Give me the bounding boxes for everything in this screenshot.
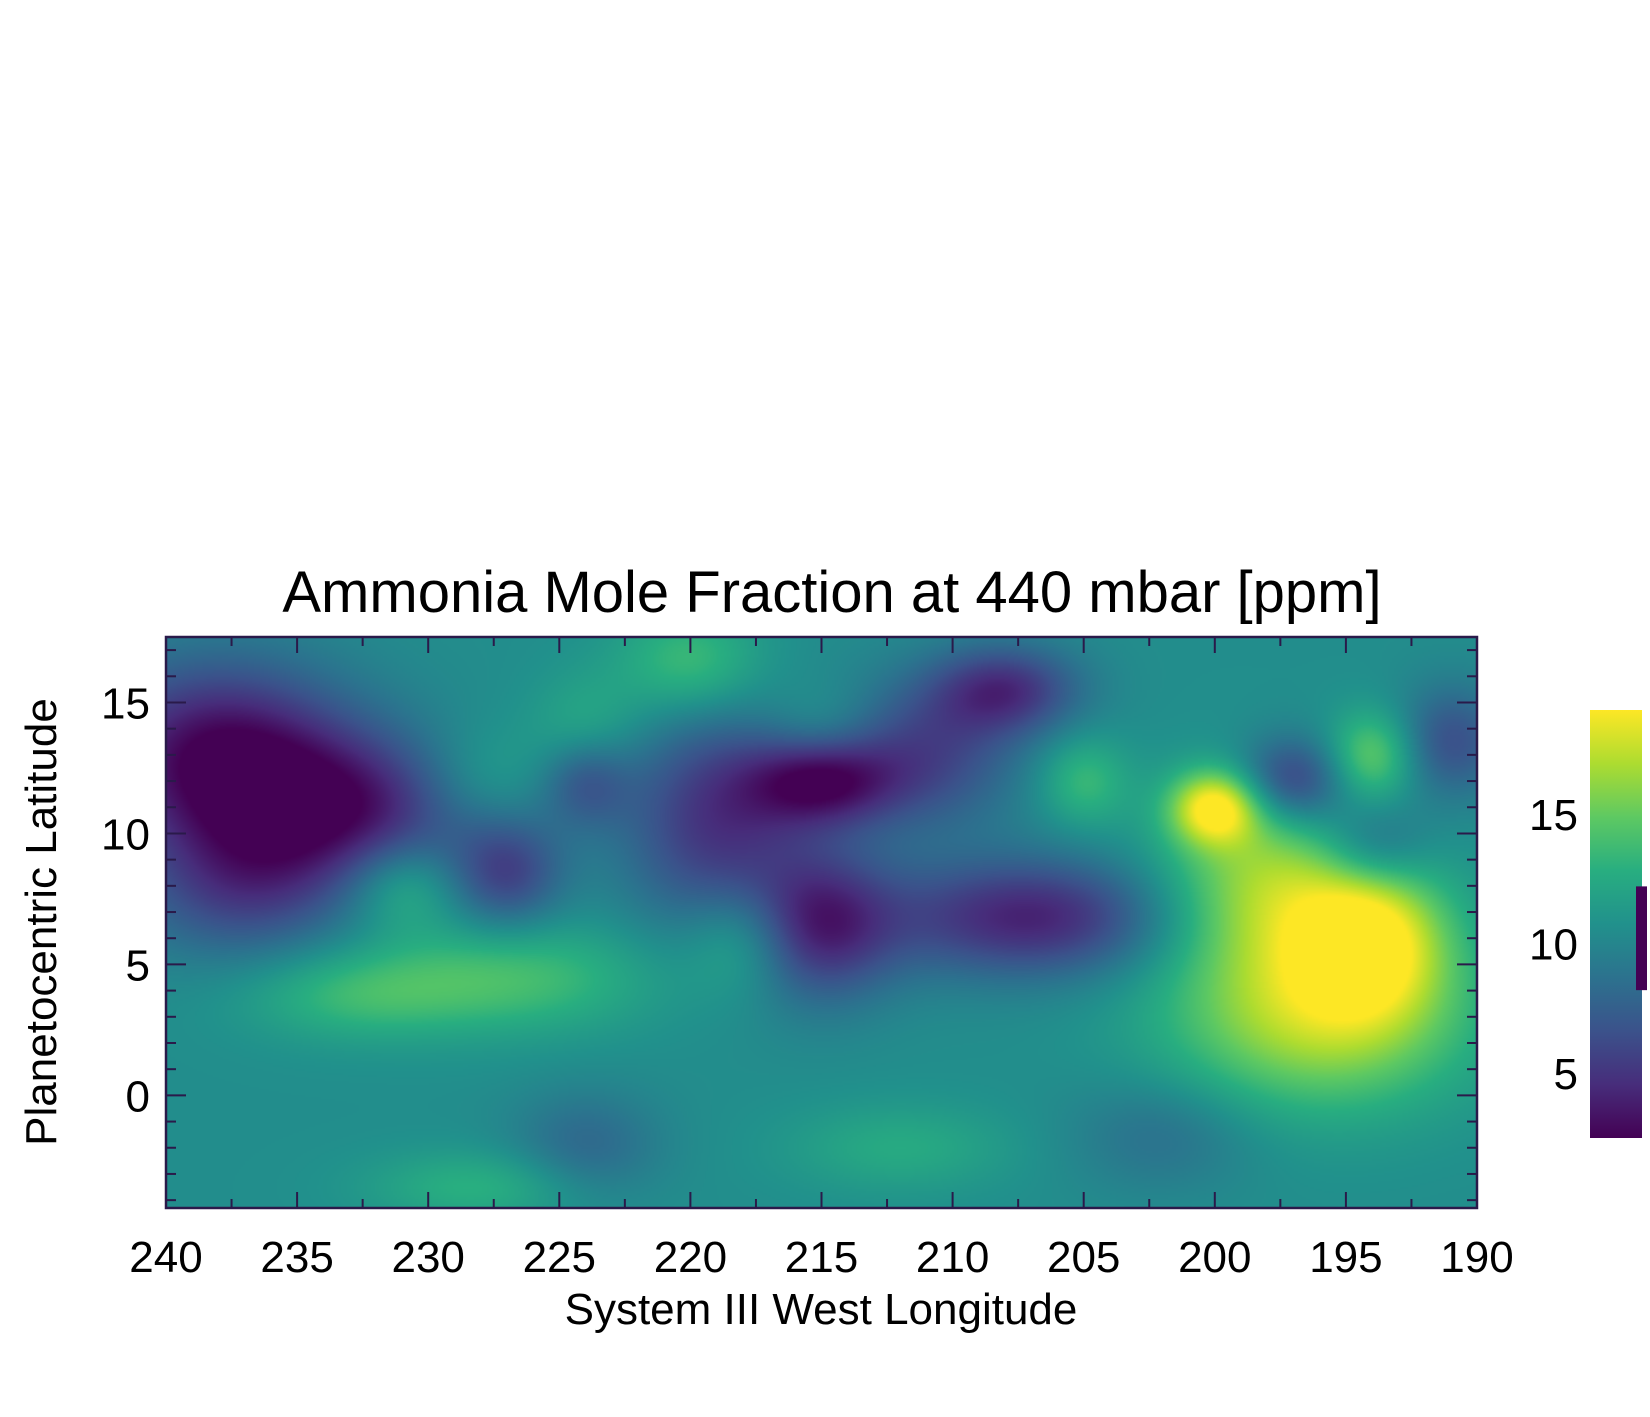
x-axis-label: System III West Longitude	[565, 1285, 1078, 1334]
y-axis-tick-labels: 15 10 5 0	[101, 679, 150, 1121]
colorbar-gradient	[1590, 710, 1642, 1138]
x-axis-ticks	[165, 637, 1478, 1208]
x-tick-label: 225	[523, 1233, 596, 1282]
y-axis-ticks	[166, 649, 1477, 1202]
colorbar-tick-label: 5	[1554, 1050, 1578, 1099]
x-tick-label: 240	[129, 1233, 202, 1282]
x-tick-label: 195	[1309, 1233, 1382, 1282]
y-tick-label: 10	[101, 810, 150, 859]
x-tick-label: 220	[654, 1233, 727, 1282]
y-axis-label: Planetocentric Latitude	[17, 698, 66, 1146]
x-tick-label: 205	[1047, 1233, 1120, 1282]
x-tick-label: 230	[391, 1233, 464, 1282]
colorbar: 5 10 15	[1529, 710, 1647, 1138]
heatmap-canvas	[166, 637, 1477, 1208]
colorbar-tick-label: 15	[1529, 791, 1578, 840]
y-tick-label: 0	[126, 1072, 150, 1121]
heatmap-area	[166, 637, 1477, 1208]
colorbar-tick-labels: 5 10 15	[1529, 791, 1578, 1099]
y-tick-label: 15	[101, 679, 150, 728]
x-tick-label: 215	[785, 1233, 858, 1282]
x-tick-label: 210	[916, 1233, 989, 1282]
x-axis-tick-labels: 240 235 230 225 220 215 210 205 200 195 190	[129, 1233, 1513, 1282]
colorbar-marker	[1636, 886, 1647, 991]
x-tick-label: 235	[260, 1233, 333, 1282]
colorbar-tick-label: 10	[1529, 920, 1578, 969]
x-tick-label: 200	[1178, 1233, 1251, 1282]
x-tick-label: 190	[1440, 1233, 1513, 1282]
y-tick-label: 5	[126, 941, 150, 990]
chart-title: Ammonia Mole Fraction at 440 mbar [ppm]	[282, 560, 1381, 625]
